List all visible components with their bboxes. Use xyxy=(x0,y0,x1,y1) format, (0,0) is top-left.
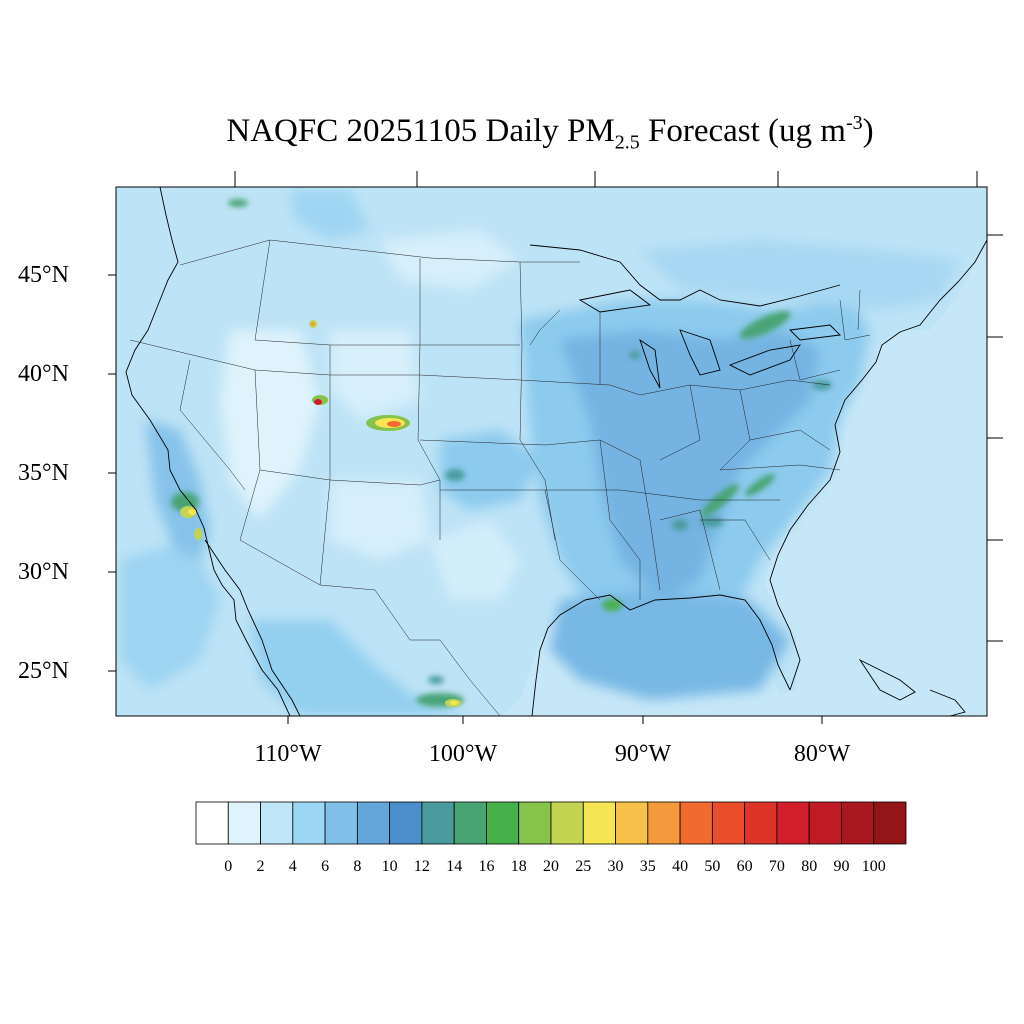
haze-region-canada xyxy=(640,240,960,310)
lon-label: 100°W xyxy=(428,741,498,767)
axis-ticks xyxy=(108,171,1003,724)
colorbar-swatch xyxy=(841,801,875,845)
green-band-alabama xyxy=(700,517,724,527)
colorbar-tick-label: 25 xyxy=(575,858,592,875)
colorbar-swatch xyxy=(615,801,649,845)
lon-label: 80°W xyxy=(793,741,851,767)
colorbar-swatch xyxy=(260,801,294,845)
colorbar-tick-label: 16 xyxy=(478,858,495,875)
coastlines xyxy=(125,187,987,716)
clean-region-nevada xyxy=(220,330,320,520)
colorbar-tick-label: 0 xyxy=(224,858,233,875)
lat-label: 25°N xyxy=(18,658,69,684)
hotspot-socal xyxy=(180,506,202,540)
colorbar-swatch xyxy=(421,801,455,845)
haze-region-california xyxy=(145,420,210,560)
colorbar-tick-label: 8 xyxy=(353,858,362,875)
hotspot-colorado xyxy=(366,415,410,431)
lon-label: 110°W xyxy=(254,741,322,767)
colorbar-tick-label: 60 xyxy=(736,858,753,875)
green-band-oklahoma xyxy=(445,469,465,481)
colorbar-tick-label: 4 xyxy=(288,858,297,875)
haze-region-northwest xyxy=(290,190,370,240)
colorbar-tick-label: 90 xyxy=(833,858,850,875)
lat-label: 35°N xyxy=(18,460,69,486)
title-middle: Forecast (ug m xyxy=(639,113,846,149)
colorbar-tick-label: 14 xyxy=(446,858,463,875)
colorbar-tick-label: 12 xyxy=(413,858,430,875)
colorbar-swatch xyxy=(744,801,778,845)
hotspot-mexico xyxy=(445,699,461,707)
colorbar-tick-label: 70 xyxy=(768,858,785,875)
hotspot-idaho xyxy=(309,320,317,328)
clean-region-plains xyxy=(330,480,430,560)
haze-region-mexico xyxy=(250,620,470,716)
page-title: NAQFC 20251105 Daily PM2.5 Forecast (ug … xyxy=(0,112,1024,155)
title-subscript: 2.5 xyxy=(614,131,640,154)
green-band-lake-michigan xyxy=(629,351,641,359)
colorbar-swatch xyxy=(356,801,391,845)
green-band-bc xyxy=(228,199,248,207)
colorbar-swatch xyxy=(808,801,842,845)
green-band-georgia xyxy=(672,519,688,531)
colorbar-swatch xyxy=(389,801,423,845)
clean-region-texas xyxy=(430,520,520,600)
green-band-mid-atlantic xyxy=(812,380,832,390)
title-suffix: ) xyxy=(862,113,874,149)
colorbar-swatch xyxy=(453,801,487,845)
colorbar-tick-label: 18 xyxy=(510,858,527,875)
colorbar-swatch xyxy=(195,801,229,845)
colorbar-tick-label: 20 xyxy=(543,858,559,875)
green-band-tennessee-2 xyxy=(744,473,776,497)
colorbar-swatch xyxy=(647,801,681,845)
colorbar-swatch xyxy=(873,801,907,845)
colorbar-swatch xyxy=(292,801,326,845)
green-band-erie xyxy=(739,311,791,339)
hotspot-utah xyxy=(312,395,328,405)
map-frame xyxy=(115,186,988,717)
colorbar-swatch xyxy=(324,801,358,845)
colorbar-swatch xyxy=(711,801,746,845)
colorbar-tick-label: 30 xyxy=(607,858,624,875)
colorbar-tick-label: 100 xyxy=(861,858,886,875)
colorbar-tick-label: 10 xyxy=(381,858,398,875)
haze-region-pacific xyxy=(120,540,220,690)
lat-label: 40°N xyxy=(18,361,69,387)
colorbar-swatch xyxy=(518,801,552,845)
title-prefix: NAQFC 20251105 Daily PM xyxy=(226,113,615,149)
colorbar-tick-label: 35 xyxy=(639,858,656,875)
colorbar xyxy=(195,801,907,845)
haze-region-gulf xyxy=(550,590,790,700)
green-band-louisiana xyxy=(602,599,622,611)
map-plot-area xyxy=(116,187,987,716)
state-borders xyxy=(129,239,871,716)
colorbar-tick-label: 40 xyxy=(672,858,689,875)
colorbar-swatch xyxy=(486,801,520,845)
colorbar-tick-label: 50 xyxy=(704,858,721,875)
colorbar-tick-label: 80 xyxy=(801,858,818,875)
colorbar-tick-label: 2 xyxy=(256,858,265,875)
colorbar-swatch xyxy=(776,801,810,845)
lat-label: 45°N xyxy=(18,262,69,288)
lon-label: 90°W xyxy=(614,741,672,767)
colorbar-swatch xyxy=(550,801,584,845)
colorbar-swatch xyxy=(679,801,713,845)
title-superscript: -3 xyxy=(845,112,863,134)
lat-label: 30°N xyxy=(18,559,69,585)
green-band-mexico-2 xyxy=(428,676,444,684)
colorbar-tick-label: 6 xyxy=(321,858,330,875)
clean-region-canadian-prairies xyxy=(380,230,520,290)
colorbar-swatch xyxy=(582,801,616,845)
haze-region-east xyxy=(560,330,820,600)
colorbar-swatch xyxy=(227,801,261,845)
